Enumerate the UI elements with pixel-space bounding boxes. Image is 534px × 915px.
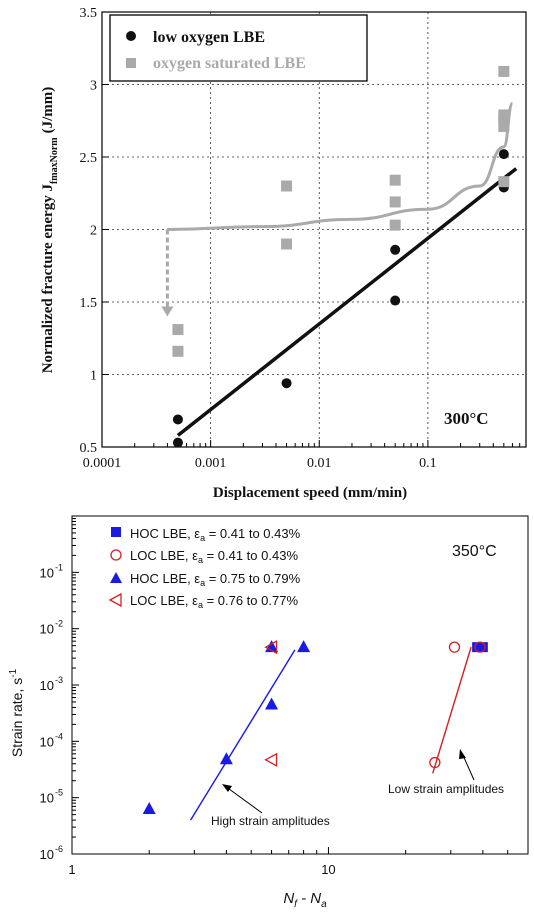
data-point-hoc-high (219, 752, 233, 765)
data-point-hoc-high (265, 697, 279, 710)
y-tick-label: 1.5 (80, 296, 98, 311)
data-point-loc-low (474, 641, 486, 653)
y-tick-exponent: -4 (55, 731, 63, 741)
data-point-hoc-high (142, 801, 156, 814)
y-tick-label: 3.5 (80, 6, 98, 21)
y-tick-label: 10 (40, 622, 54, 637)
legend-marker-hoc-low (111, 527, 121, 537)
data-point-oxygen-saturated (498, 176, 510, 188)
fit-line (176, 167, 518, 437)
data-point-hoc-low (477, 642, 488, 653)
x-axis-label: Displacement speed (mm/min) (213, 485, 407, 501)
data-point-oxygen-saturated (498, 65, 510, 77)
legend-label-loc-high: LOC LBE, εa = 0.76 to 0.77% (130, 593, 298, 610)
legend-marker-loc-high (108, 592, 122, 608)
data-point-loc-high (264, 640, 278, 655)
legend-marker-hoc-high (110, 572, 122, 583)
x-tick-label: 10 (321, 862, 335, 877)
y-axis-label: Normalized fracture energy JfmaxNorm (J/m… (40, 87, 60, 374)
y-tick-label: 1 (90, 369, 97, 384)
y-axis-label-sub: fmaxNorm (49, 137, 60, 184)
temperature-annotation: 300°C (444, 409, 489, 428)
legend-box (109, 14, 368, 82)
data-point-oxygen-saturated (389, 174, 401, 186)
drop-arrowhead (161, 306, 174, 317)
y-tick-exponent: -2 (55, 619, 63, 629)
x-tick-label: 0.0001 (83, 456, 122, 471)
data-point-low-oxygen (172, 437, 183, 448)
legend-marker-oxygen-saturated (126, 58, 136, 68)
y-tick-exponent: -5 (55, 788, 63, 798)
data-point-low-oxygen (390, 295, 401, 306)
fit-lines (161, 101, 518, 437)
y-tick-exponent: -3 (55, 675, 63, 685)
data-point-loc-low (429, 756, 441, 769)
data-point-oxygen-saturated (389, 219, 401, 231)
data-point-oxygen-saturated (498, 121, 510, 133)
fit-line (167, 101, 514, 231)
y-tick-label: 10 (40, 791, 54, 806)
high-strain-arrowhead (222, 784, 232, 792)
x-tick-label: 1 (68, 862, 75, 877)
data-point-oxygen-saturated (281, 238, 293, 250)
data-point-low-oxygen (172, 414, 183, 425)
legend-label-oxygen-saturated: oxygen saturated LBE (153, 55, 306, 72)
x-axis-label: Nf - Na (283, 890, 327, 910)
y-axis-label-unit: (J/mm) (40, 87, 56, 134)
y-tick-label: 10 (40, 847, 54, 862)
data-point-oxygen-saturated (498, 113, 510, 125)
data-point-oxygen-saturated (389, 196, 401, 208)
legend-label-hoc-low: HOC LBE, εa = 0.41 to 0.43% (130, 526, 301, 543)
low-strain-label: Low strain amplitudes (388, 782, 504, 796)
high-strain-annotation: High strain amplitudes (211, 784, 330, 828)
y-tick-label: 10 (40, 565, 54, 580)
low-strain-annotation: Low strain amplitudes (388, 749, 504, 796)
x-tick-label: 0.01 (307, 456, 332, 471)
data-point-oxygen-saturated (281, 180, 293, 192)
data-points (142, 640, 488, 814)
x-tick-label: 0.001 (195, 456, 227, 471)
high-strain-arrow (224, 785, 263, 814)
legend-label-loc-low: LOC LBE, εa = 0.41 to 0.43% (130, 548, 298, 565)
data-point-low-oxygen (390, 244, 401, 255)
legend-marker-loc-low (110, 549, 122, 561)
low-strain-arrowhead (459, 749, 466, 759)
data-point-low-oxygen (281, 378, 292, 389)
data-point-hoc-low (472, 642, 483, 653)
legend-label-low-oxygen: low oxygen LBE (153, 29, 265, 46)
high-strain-label: High strain amplitudes (211, 814, 330, 828)
fit-line (432, 646, 472, 774)
legend-label-hoc-high: HOC LBE, εa = 0.75 to 0.79% (130, 571, 301, 588)
legend: HOC LBE, εa = 0.41 to 0.43% LOC LBE, εa … (108, 526, 301, 610)
y-tick-label: 3 (90, 79, 97, 94)
data-point-oxygen-saturated (172, 324, 184, 336)
x-tick-label: 0.1 (419, 456, 437, 471)
data-point-oxygen-saturated (172, 345, 184, 357)
data-point-loc-low (448, 641, 461, 653)
y-tick-label: 10 (40, 678, 54, 693)
axis-ticks: 0.0001 0.001 0.01 0.1 0.5 1 1.5 2 2.5 3 3.5 (80, 6, 521, 471)
y-tick-exponent: -6 (55, 844, 63, 854)
y-axis-label-main: Normalized fracture energy J (40, 184, 56, 374)
y-axis-label: Strain rate, s-1 (8, 668, 25, 757)
fracture-energy-chart: 0.0001 0.001 0.01 0.1 0.5 1 1.5 2 2.5 3 3.5 low ox… (40, 6, 527, 501)
data-points (172, 65, 510, 448)
y-tick-label: 0.5 (80, 441, 98, 456)
y-tick-label: 2.5 (80, 151, 98, 166)
data-point-low-oxygen (498, 149, 509, 160)
fit-line (189, 649, 296, 821)
y-tick-label: 2 (90, 224, 97, 239)
fit-lines (189, 646, 472, 821)
data-point-hoc-high (297, 640, 311, 653)
data-point-loc-high (264, 752, 278, 767)
y-tick-label: 10 (40, 734, 54, 749)
y-tick-exponent: -1 (55, 562, 63, 572)
legend: low oxygen LBE oxygen saturated LBE (109, 14, 368, 82)
legend-marker-low-oxygen (126, 31, 136, 41)
temperature-annotation: 350°C (452, 543, 497, 560)
